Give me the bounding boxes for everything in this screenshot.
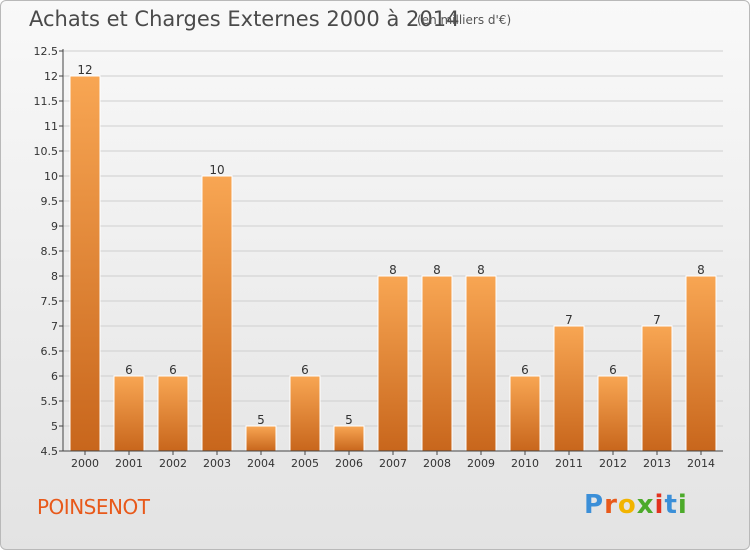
- x-tick-labels: 2000 2001 2002 2003 2004 2005 2006 2007 2008 2009…: [71, 457, 715, 470]
- y-tick-label: 12.5: [34, 45, 59, 58]
- data-label: 10: [209, 163, 224, 177]
- data-label: 7: [653, 313, 661, 327]
- data-label: 8: [697, 263, 705, 277]
- bar-2010: [509, 375, 541, 452]
- data-label: 12: [77, 63, 92, 77]
- chart-unit: (en milliers d'€): [417, 13, 512, 27]
- data-label: 8: [433, 263, 441, 277]
- x-tick-label: 2013: [643, 457, 671, 470]
- bar-2009: [465, 275, 497, 452]
- x-tick-label: 2005: [291, 457, 319, 470]
- logo-letter: x: [636, 490, 655, 520]
- bar-2011: [553, 325, 585, 452]
- logo-letter: o: [617, 490, 637, 520]
- bar-2008: [421, 275, 453, 452]
- x-tick-label: 2007: [379, 457, 407, 470]
- bar-2012: [597, 375, 629, 452]
- y-tick-label: 12: [44, 70, 58, 83]
- x-tick-label: 2006: [335, 457, 363, 470]
- bar-2005: [289, 375, 321, 452]
- bar-2007: [377, 275, 409, 452]
- y-tick-label: 11: [44, 120, 58, 133]
- bar-2003: [201, 175, 233, 452]
- x-tick-label: 2001: [115, 457, 143, 470]
- proxiti-logo[interactable]: Proxiti: [584, 490, 688, 520]
- y-tick-label: 11.5: [34, 95, 59, 108]
- data-label: 6: [301, 363, 309, 377]
- x-tick-label: 2008: [423, 457, 451, 470]
- logo-letter: r: [604, 490, 618, 520]
- x-tick-label: 2010: [511, 457, 539, 470]
- y-tick-label: 6.5: [41, 345, 59, 358]
- bar-2001: [113, 375, 145, 452]
- logo-letter: t: [664, 490, 678, 520]
- data-label: 8: [477, 263, 485, 277]
- data-label: 5: [345, 413, 353, 427]
- data-label: 6: [609, 363, 617, 377]
- bar-2013: [641, 325, 673, 452]
- data-label: 6: [169, 363, 177, 377]
- y-tick-label: 10: [44, 170, 58, 183]
- data-label: 5: [257, 413, 265, 427]
- x-tick-label: 2004: [247, 457, 275, 470]
- data-labels: 12 6 6 10 5 6 5 8 8 8 6 7 6 7 8: [77, 63, 704, 427]
- y-tick-label: 9.5: [41, 195, 59, 208]
- bar-2002: [157, 375, 189, 452]
- chart-title: Achats et Charges Externes 2000 à 2014: [29, 7, 460, 31]
- bar-2014: [685, 275, 717, 452]
- x-tick-label: 2002: [159, 457, 187, 470]
- y-tick-label: 8: [51, 270, 58, 283]
- x-tick-label: 2012: [599, 457, 627, 470]
- bar-2006: [333, 425, 365, 452]
- y-tick-label: 9: [51, 220, 58, 233]
- logo-letter: i: [654, 490, 665, 520]
- logo-letter: i: [677, 490, 688, 520]
- bar-2004: [245, 425, 277, 452]
- data-label: 6: [125, 363, 133, 377]
- y-tick-label: 10.5: [34, 145, 59, 158]
- y-tick-labels: 4.5 5 5.5 6 6.5 7 7.5 8 8.5 9 9.5 10 10.5 11 11.5 12 12.…: [34, 45, 59, 458]
- x-tick-label: 2014: [687, 457, 715, 470]
- y-tick-label: 7: [51, 320, 58, 333]
- y-tick-label: 6: [51, 370, 58, 383]
- x-tick-label: 2011: [555, 457, 583, 470]
- data-label: 7: [565, 313, 573, 327]
- data-label: 8: [389, 263, 397, 277]
- x-tick-label: 2009: [467, 457, 495, 470]
- data-label: 6: [521, 363, 529, 377]
- y-tick-label: 8.5: [41, 245, 59, 258]
- logo-letter: P: [584, 490, 605, 520]
- x-tick-label: 2003: [203, 457, 231, 470]
- y-tick-label: 7.5: [41, 295, 59, 308]
- commune-name: POINSENOT: [37, 495, 150, 519]
- y-tick-label: 5.5: [41, 395, 59, 408]
- y-tick-label: 5: [51, 420, 58, 433]
- axes: [59, 49, 723, 455]
- x-tick-label: 2000: [71, 457, 99, 470]
- bar-2000: [69, 75, 101, 452]
- y-tick-label: 4.5: [41, 445, 59, 458]
